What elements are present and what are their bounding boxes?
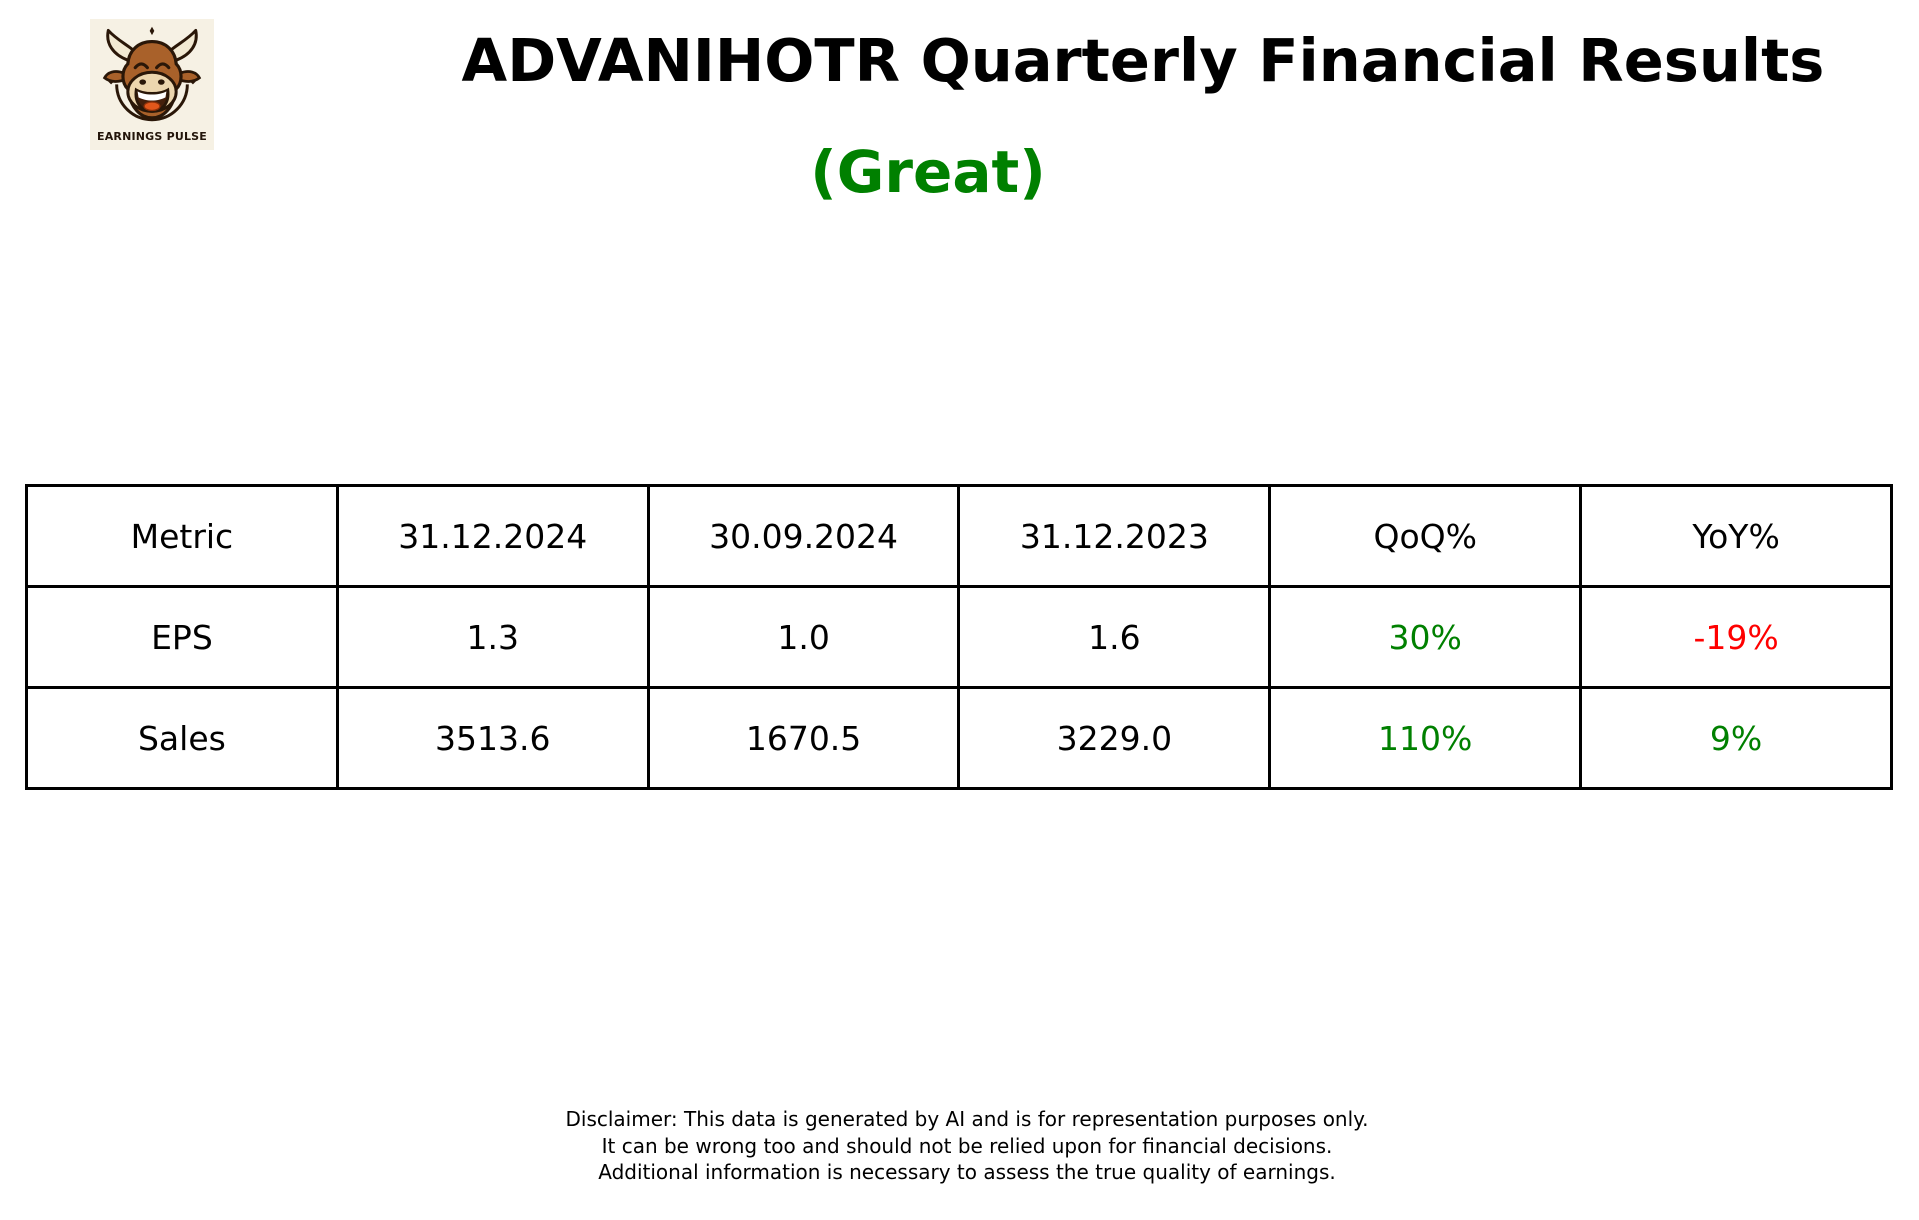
table-row-eps: EPS 1.3 1.0 1.6 30% -19% (25, 585, 1893, 689)
sales-q-current: 3513.6 (335, 686, 650, 790)
col-header-yoy: YoY% (1579, 484, 1893, 588)
sales-yoy-pct: 9% (1579, 686, 1893, 790)
sales-q-previous: 1670.5 (646, 686, 961, 790)
disclaimer: Disclaimer: This data is generated by AI… (467, 1106, 1467, 1186)
col-header-31-12-2024: 31.12.2024 (335, 484, 650, 588)
col-header-31-12-2023: 31.12.2023 (957, 484, 1272, 588)
sales-qoq-pct: 110% (1268, 686, 1583, 790)
sparkle-icon (149, 26, 155, 36)
table-row-sales: Sales 3513.6 1670.5 3229.0 110% 9% (25, 686, 1893, 790)
earnings-pulse-logo: EARNINGS PULSE (90, 19, 214, 150)
sales-metric-cell: Sales (25, 686, 339, 790)
eps-yoy-pct: -19% (1579, 585, 1893, 689)
table-header-row: Metric 31.12.2024 30.09.2024 31.12.2023 … (25, 484, 1893, 588)
col-header-metric: Metric (25, 484, 339, 588)
col-header-30-09-2024: 30.09.2024 (646, 484, 961, 588)
financials-table: Metric 31.12.2024 30.09.2024 31.12.2023 … (25, 484, 1893, 790)
eps-metric-cell: EPS (25, 585, 339, 689)
eps-q-current: 1.3 (335, 585, 650, 689)
col-header-qoq: QoQ% (1268, 484, 1583, 588)
sales-q-yearago: 3229.0 (957, 686, 1272, 790)
disclaimer-line-1: Disclaimer: This data is generated by AI… (565, 1107, 1369, 1131)
page-title: ADVANIHOTR Quarterly Financial Results (461, 26, 1825, 95)
laughing-bull-icon (96, 23, 208, 129)
eps-q-previous: 1.0 (646, 585, 961, 689)
verdict-subtitle: (Great) (810, 138, 1046, 206)
eps-q-yearago: 1.6 (957, 585, 1272, 689)
disclaimer-line-2: It can be wrong too and should not be re… (601, 1133, 1333, 1158)
logo-brand-text: EARNINGS PULSE (96, 130, 208, 143)
disclaimer-line-3: Additional information is necessary to a… (598, 1160, 1336, 1184)
eps-qoq-pct: 30% (1268, 585, 1583, 689)
